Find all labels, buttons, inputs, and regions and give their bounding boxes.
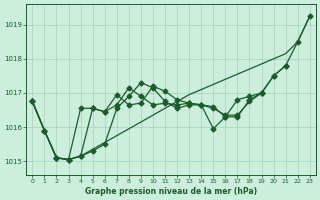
X-axis label: Graphe pression niveau de la mer (hPa): Graphe pression niveau de la mer (hPa)	[85, 187, 257, 196]
